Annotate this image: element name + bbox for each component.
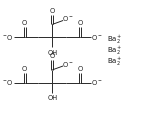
- Text: O: O: [50, 8, 55, 14]
- Text: OH: OH: [47, 50, 57, 56]
- Text: OH: OH: [47, 95, 57, 101]
- Text: Ba$_{2}^{+}$: Ba$_{2}^{+}$: [107, 56, 121, 68]
- Text: O$^-$: O$^-$: [62, 60, 73, 69]
- Text: O$^-$: O$^-$: [91, 33, 103, 42]
- Text: $^{-}$O: $^{-}$O: [2, 78, 13, 87]
- Text: O: O: [22, 20, 27, 26]
- Text: O: O: [77, 66, 83, 72]
- Text: O: O: [22, 66, 27, 72]
- Text: Ba$_{2}^{+}$: Ba$_{2}^{+}$: [107, 34, 121, 46]
- Text: O: O: [50, 53, 55, 59]
- Text: Ba$_{2}^{+}$: Ba$_{2}^{+}$: [107, 45, 121, 57]
- Text: O$^-$: O$^-$: [62, 15, 73, 23]
- Text: O: O: [77, 20, 83, 26]
- Text: O$^-$: O$^-$: [91, 78, 103, 87]
- Text: $^{-}$O: $^{-}$O: [2, 33, 13, 42]
